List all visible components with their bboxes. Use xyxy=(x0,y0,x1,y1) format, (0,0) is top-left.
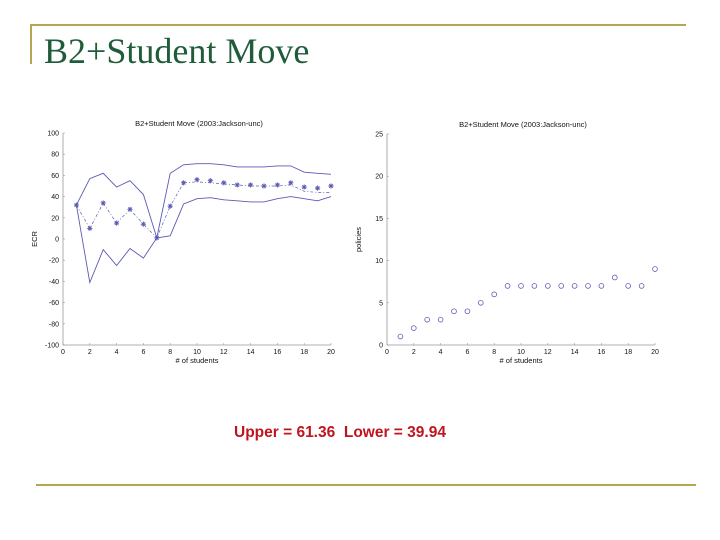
x-tick-label: 20 xyxy=(651,349,659,356)
x-axis-label: # of students xyxy=(500,356,543,365)
circle-marker xyxy=(625,283,632,289)
y-tick-label: -40 xyxy=(49,279,59,286)
series-upper xyxy=(75,163,332,239)
y-axis-label: policies xyxy=(354,227,363,252)
x-tick-label: 14 xyxy=(247,349,255,356)
y-tick-label: 0 xyxy=(55,237,59,244)
star-marker xyxy=(274,182,280,188)
circle-marker xyxy=(451,308,457,315)
circle-marker xyxy=(491,291,498,298)
y-tick-label: 60 xyxy=(51,173,59,180)
x-tick-label: 8 xyxy=(492,349,496,356)
y-tick-label: 15 xyxy=(375,216,383,223)
circle-marker xyxy=(424,316,430,323)
star-marker xyxy=(181,180,187,186)
x-tick-label: 16 xyxy=(598,349,606,356)
x-tick-label: 14 xyxy=(571,349,579,356)
star-marker xyxy=(140,221,146,227)
circle-marker xyxy=(437,316,444,323)
x-tick-label: 2 xyxy=(88,349,92,356)
ecr-line-chart: B2+Student Move (2003:Jackson-unc) -100 -8… xyxy=(24,116,344,372)
star-marker xyxy=(288,180,294,186)
ecr-chart-svg: B2+Student Move (2003:Jackson-unc) -100 -8… xyxy=(30,119,335,365)
title-rule-left xyxy=(30,24,32,64)
series-policies xyxy=(397,266,658,340)
y-tick-label: -80 xyxy=(49,321,59,328)
y-tick-label: -60 xyxy=(49,300,59,307)
x-tick-label: 6 xyxy=(141,349,145,356)
circle-marker xyxy=(571,283,578,289)
x-tick-label: 12 xyxy=(544,349,552,356)
circle-marker xyxy=(518,283,524,289)
x-tick-label: 6 xyxy=(465,349,469,356)
y-axis-label: ECR xyxy=(30,231,39,247)
x-tick-label: 18 xyxy=(300,349,308,356)
circle-marker xyxy=(410,325,417,331)
circle-marker xyxy=(558,283,565,289)
x-tick-label: 0 xyxy=(385,349,389,356)
circle-marker xyxy=(585,283,591,289)
star-marker xyxy=(328,183,334,189)
star-marker xyxy=(114,220,120,226)
y-tick-label: 40 xyxy=(51,194,59,201)
title-rule-top xyxy=(30,24,686,26)
series-mean-line xyxy=(76,181,331,239)
star-marker xyxy=(315,185,321,191)
policies-chart-svg: B2+Student Move (2003:Jackson-unc) 0 5 10 15… xyxy=(354,120,659,365)
y-tick-label: 10 xyxy=(375,258,383,265)
circle-marker xyxy=(611,274,618,281)
circle-marker xyxy=(478,300,484,306)
x-tick-label: 18 xyxy=(624,349,632,356)
x-tick-label: 10 xyxy=(517,349,525,356)
circle-marker xyxy=(652,266,658,272)
circle-marker xyxy=(638,283,645,289)
x-tick-label: 16 xyxy=(274,349,282,356)
y-tick-label: 5 xyxy=(379,300,383,307)
bounds-caption: Upper = 61.36 Lower = 39.94 xyxy=(234,424,446,441)
star-marker xyxy=(167,203,173,209)
y-tick-label: -20 xyxy=(49,258,59,265)
y-tick-label: 20 xyxy=(375,174,383,181)
circle-marker xyxy=(464,308,471,315)
chart-title: B2+Student Move (2003:Jackson-unc) xyxy=(459,120,587,129)
series-lower xyxy=(75,196,332,285)
x-tick-label: 20 xyxy=(327,349,335,356)
x-tick-label: 12 xyxy=(220,349,228,356)
chart-title: B2+Student Move (2003:Jackson-unc) xyxy=(135,119,263,128)
y-tick-label: 0 xyxy=(379,343,383,350)
x-tick-label: 10 xyxy=(193,349,201,356)
x-tick-label: 2 xyxy=(412,349,416,356)
policies-scatter-chart: B2+Student Move (2003:Jackson-unc) 0 5 10 15… xyxy=(350,116,670,372)
y-tick-label: 80 xyxy=(51,152,59,159)
x-tick-label: 4 xyxy=(439,349,443,356)
y-tick-label: -100 xyxy=(45,343,59,350)
star-marker xyxy=(194,177,200,183)
star-marker xyxy=(207,178,213,184)
star-marker xyxy=(221,180,227,186)
x-tick-label: 8 xyxy=(168,349,172,356)
y-tick-label: 20 xyxy=(51,215,59,222)
circle-marker xyxy=(397,333,404,340)
slide-title: B2+Student Move xyxy=(44,31,310,71)
circle-marker xyxy=(598,283,605,289)
x-axis-label: # of students xyxy=(176,356,219,365)
x-tick-label: 4 xyxy=(115,349,119,356)
x-tick-label: 0 xyxy=(61,349,65,356)
star-marker xyxy=(301,184,307,190)
y-tick-label: 25 xyxy=(375,132,383,139)
star-marker xyxy=(100,200,106,206)
star-marker xyxy=(248,182,254,188)
circle-marker xyxy=(531,283,538,289)
bottom-rule xyxy=(36,484,696,486)
circle-marker xyxy=(504,283,511,289)
circle-marker xyxy=(545,283,551,289)
y-tick-label: 100 xyxy=(47,131,59,138)
series-mean xyxy=(73,177,334,241)
